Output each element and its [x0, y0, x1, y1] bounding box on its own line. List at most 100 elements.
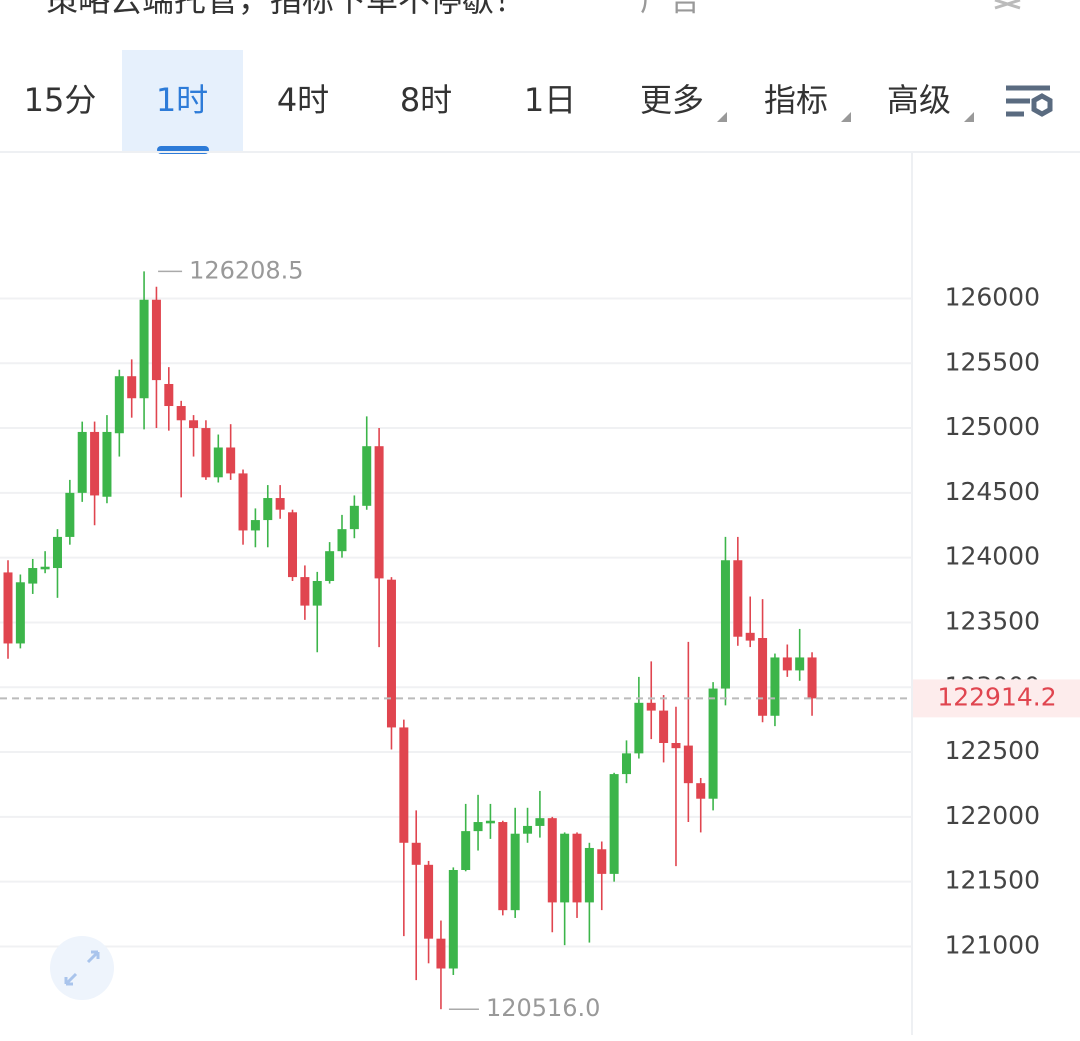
candle-body [349, 505, 359, 530]
tab[interactable]: 1日 [524, 81, 576, 119]
tab[interactable]: 更多 [640, 81, 704, 119]
y-tick-label: 126000 [945, 282, 1040, 311]
y-tick-label: 122500 [945, 736, 1040, 765]
candle-body [597, 849, 607, 874]
candle-body [696, 783, 706, 799]
candle-body [807, 657, 817, 699]
candle-body [337, 529, 347, 552]
candle-body [102, 431, 112, 497]
candle-body [127, 376, 137, 399]
candle-body [164, 383, 174, 407]
candle-body [782, 657, 792, 671]
candle-body [189, 420, 199, 429]
expand-button[interactable] [50, 936, 114, 1000]
dropdown-marker [841, 112, 851, 122]
candle-body [114, 376, 124, 434]
y-tick-label: 124500 [945, 477, 1040, 506]
candle-body [733, 560, 743, 637]
candle-body [362, 446, 372, 506]
candle-body [151, 299, 161, 381]
candle-body [325, 551, 335, 581]
candle-body [399, 727, 409, 843]
candle-body [226, 447, 236, 474]
y-tick-label: 123500 [945, 606, 1040, 635]
candle-body [485, 820, 495, 824]
candle-body [510, 833, 520, 911]
candle-body [584, 847, 594, 903]
candle-body [683, 745, 693, 784]
tab-bar: 15分 1时 4时 8时 1日 更多 指标 高级 [24, 50, 974, 154]
price-label: 122914.2 [937, 682, 1056, 711]
candle-body [523, 825, 533, 834]
candle-body [411, 842, 421, 865]
tab[interactable]: 指标 [764, 81, 828, 119]
candle-body [461, 831, 471, 870]
candle-body [547, 818, 557, 903]
candle-body [201, 428, 211, 478]
y-tick-label: 125500 [945, 347, 1040, 376]
candle-body [448, 869, 458, 969]
candle-body [622, 753, 631, 775]
candle-body [386, 579, 396, 728]
candle-body [745, 632, 755, 641]
y-tick-label: 124000 [945, 542, 1040, 571]
active-tab-bg [122, 50, 243, 152]
candle-body [646, 702, 656, 711]
candle-body [139, 299, 149, 399]
candle-body [90, 431, 100, 496]
candle-body [312, 580, 322, 606]
candle-body [65, 492, 75, 537]
candle-body [671, 742, 681, 749]
candle-body [758, 638, 768, 716]
overlay: 126208.5 120516.0 122914.2 [0, 256, 1080, 1022]
y-tick-label: 125000 [945, 412, 1040, 441]
tab[interactable]: 4时 [277, 81, 329, 119]
candle-body [473, 822, 483, 832]
settings-icon[interactable] [1006, 85, 1053, 117]
y-tick-label: 121000 [945, 930, 1040, 959]
candle-body [40, 566, 50, 570]
tab[interactable]: 1时 [156, 81, 208, 119]
tab[interactable]: 高级 [887, 81, 951, 119]
candle-body [720, 560, 730, 689]
candle-body [560, 833, 570, 903]
tab[interactable]: 8时 [400, 81, 452, 119]
candle-body [77, 431, 87, 493]
candle-body [250, 520, 260, 531]
tab[interactable]: 15分 [24, 81, 97, 119]
banner-text: 策略云端托管，指标下单不停歇！ [46, 0, 526, 19]
candle-body [15, 582, 25, 644]
candle-body [52, 536, 62, 569]
close-icon[interactable] [994, 0, 1021, 10]
price-label-bg [913, 679, 1080, 718]
candle-body [770, 657, 780, 716]
candle-body [795, 657, 805, 671]
candle-body [659, 710, 669, 743]
high-marker-label: 126208.5 [189, 256, 304, 284]
candles [3, 271, 817, 1010]
candle-body [634, 702, 644, 754]
dropdown-marker [964, 112, 974, 122]
candle-body [288, 512, 298, 578]
candle-body [436, 938, 446, 969]
candle-body [535, 818, 545, 826]
candle-body [424, 864, 434, 939]
candle-body [708, 688, 718, 799]
low-marker-label: 120516.0 [486, 994, 601, 1022]
dropdown-marker [717, 112, 727, 122]
candle-body [374, 446, 384, 579]
candle-body [213, 447, 223, 478]
candle-body [609, 774, 619, 874]
banner-tag: 广告 [640, 0, 700, 19]
candle-body [176, 406, 186, 421]
y-tick-label: 122000 [945, 801, 1040, 830]
candle-body [28, 568, 38, 584]
candle-body [238, 473, 248, 531]
candle-body [275, 498, 285, 510]
candle-body [498, 822, 508, 911]
candle-body [572, 833, 582, 903]
candle-body [300, 577, 310, 606]
y-tick-label: 121500 [945, 866, 1040, 895]
